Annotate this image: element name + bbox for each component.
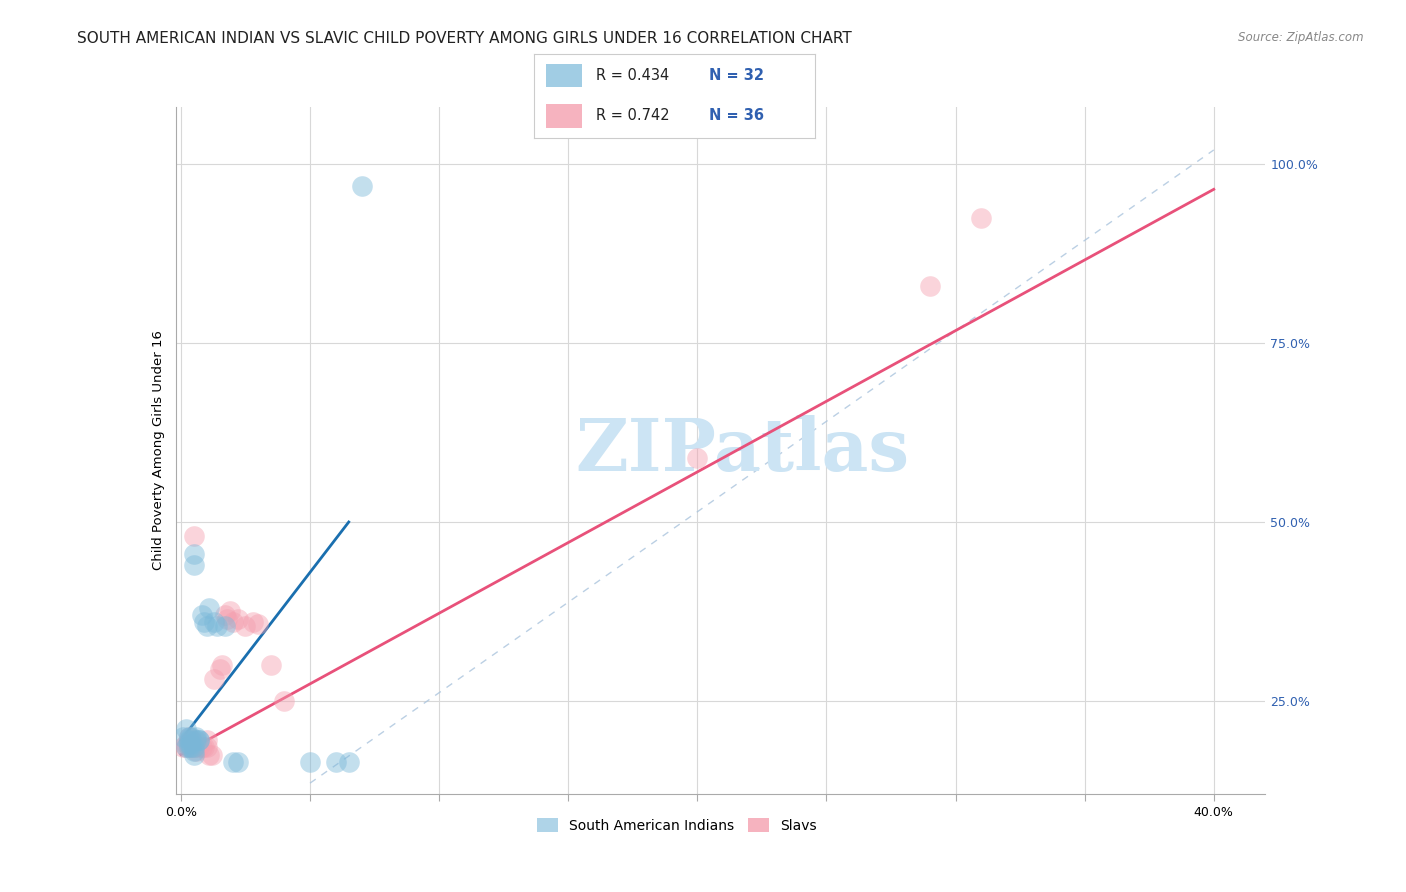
Point — [180, 740, 202, 755]
Point — [204, 673, 226, 687]
Point — [970, 211, 993, 225]
Point — [183, 558, 205, 572]
Point — [686, 450, 709, 465]
Point — [188, 740, 211, 755]
Point — [174, 740, 197, 755]
Point — [195, 740, 218, 755]
Point — [214, 619, 236, 633]
Text: Source: ZipAtlas.com: Source: ZipAtlas.com — [1239, 31, 1364, 45]
Point — [183, 737, 205, 751]
Text: N = 32: N = 32 — [709, 68, 763, 83]
Point — [183, 744, 205, 758]
Point — [204, 615, 226, 630]
Point — [242, 615, 264, 630]
Text: SOUTH AMERICAN INDIAN VS SLAVIC CHILD POVERTY AMONG GIRLS UNDER 16 CORRELATION C: SOUTH AMERICAN INDIAN VS SLAVIC CHILD PO… — [77, 31, 852, 46]
Point — [193, 740, 215, 755]
Point — [180, 740, 202, 755]
Text: ZIPatlas: ZIPatlas — [575, 415, 910, 486]
Y-axis label: Child Poverty Among Girls Under 16: Child Poverty Among Girls Under 16 — [152, 331, 165, 570]
Point — [205, 619, 228, 633]
Point — [177, 730, 200, 744]
Point — [183, 529, 205, 543]
Point — [221, 755, 243, 769]
Point — [180, 737, 202, 751]
Point — [350, 178, 373, 193]
Point — [195, 733, 218, 747]
Point — [226, 611, 249, 625]
Point — [201, 747, 224, 762]
Text: N = 36: N = 36 — [709, 108, 763, 123]
Point — [177, 733, 200, 747]
Point — [221, 615, 243, 630]
Point — [174, 737, 197, 751]
Point — [226, 755, 249, 769]
Point — [183, 733, 205, 747]
Point — [298, 755, 321, 769]
Point — [177, 740, 200, 755]
Point — [174, 723, 197, 737]
Point — [211, 658, 233, 673]
Point — [174, 740, 197, 755]
Point — [217, 611, 239, 625]
Point — [186, 744, 208, 758]
Point — [235, 619, 257, 633]
Text: R = 0.742: R = 0.742 — [596, 108, 669, 123]
Point — [190, 740, 212, 755]
Point — [183, 740, 205, 755]
Point — [177, 737, 200, 751]
Point — [188, 733, 211, 747]
Point — [198, 747, 221, 762]
Point — [195, 619, 218, 633]
Point — [219, 604, 242, 618]
Point — [173, 740, 195, 755]
Point — [260, 658, 283, 673]
Point — [273, 694, 295, 708]
Point — [214, 607, 236, 622]
Point — [173, 730, 195, 744]
Point — [177, 740, 200, 755]
Bar — [546, 63, 582, 87]
Point — [186, 733, 208, 747]
Bar — [546, 104, 582, 128]
Point — [188, 733, 211, 747]
Point — [325, 755, 347, 769]
Point — [177, 730, 200, 744]
Point — [193, 615, 215, 630]
Point — [918, 279, 941, 293]
Point — [337, 755, 360, 769]
Text: R = 0.434: R = 0.434 — [596, 68, 669, 83]
Point — [198, 600, 221, 615]
Legend: South American Indians, Slavs: South American Indians, Slavs — [531, 813, 823, 838]
Point — [180, 730, 202, 744]
Point — [183, 740, 205, 755]
Point — [186, 740, 208, 755]
Point — [247, 616, 270, 631]
Point — [190, 607, 212, 622]
Point — [208, 662, 231, 676]
Point — [183, 547, 205, 561]
Point — [180, 733, 202, 747]
Point — [183, 747, 205, 762]
Point — [186, 730, 208, 744]
